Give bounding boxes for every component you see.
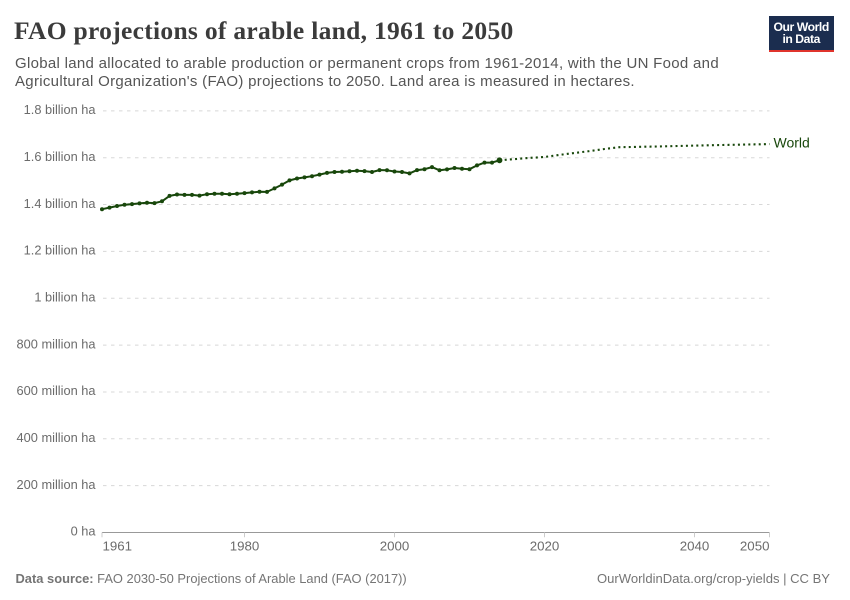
- svg-text:2020: 2020: [530, 539, 560, 554]
- svg-text:1 billion ha: 1 billion ha: [34, 289, 96, 304]
- svg-text:1961: 1961: [103, 539, 133, 554]
- svg-text:2050: 2050: [740, 539, 770, 554]
- svg-text:200 million ha: 200 million ha: [17, 477, 97, 492]
- svg-text:1.4 billion ha: 1.4 billion ha: [24, 196, 97, 211]
- svg-text:1980: 1980: [230, 539, 260, 554]
- svg-text:600 million ha: 600 million ha: [17, 383, 97, 398]
- svg-text:1.2 billion ha: 1.2 billion ha: [24, 243, 97, 258]
- svg-text:2040: 2040: [680, 539, 710, 554]
- svg-text:World: World: [774, 135, 810, 151]
- svg-text:2000: 2000: [380, 539, 410, 554]
- svg-text:0 ha: 0 ha: [71, 524, 97, 539]
- svg-text:1.6 billion ha: 1.6 billion ha: [24, 149, 97, 164]
- svg-text:1.8 billion ha: 1.8 billion ha: [24, 102, 97, 117]
- svg-text:400 million ha: 400 million ha: [17, 430, 97, 445]
- svg-text:800 million ha: 800 million ha: [17, 336, 97, 351]
